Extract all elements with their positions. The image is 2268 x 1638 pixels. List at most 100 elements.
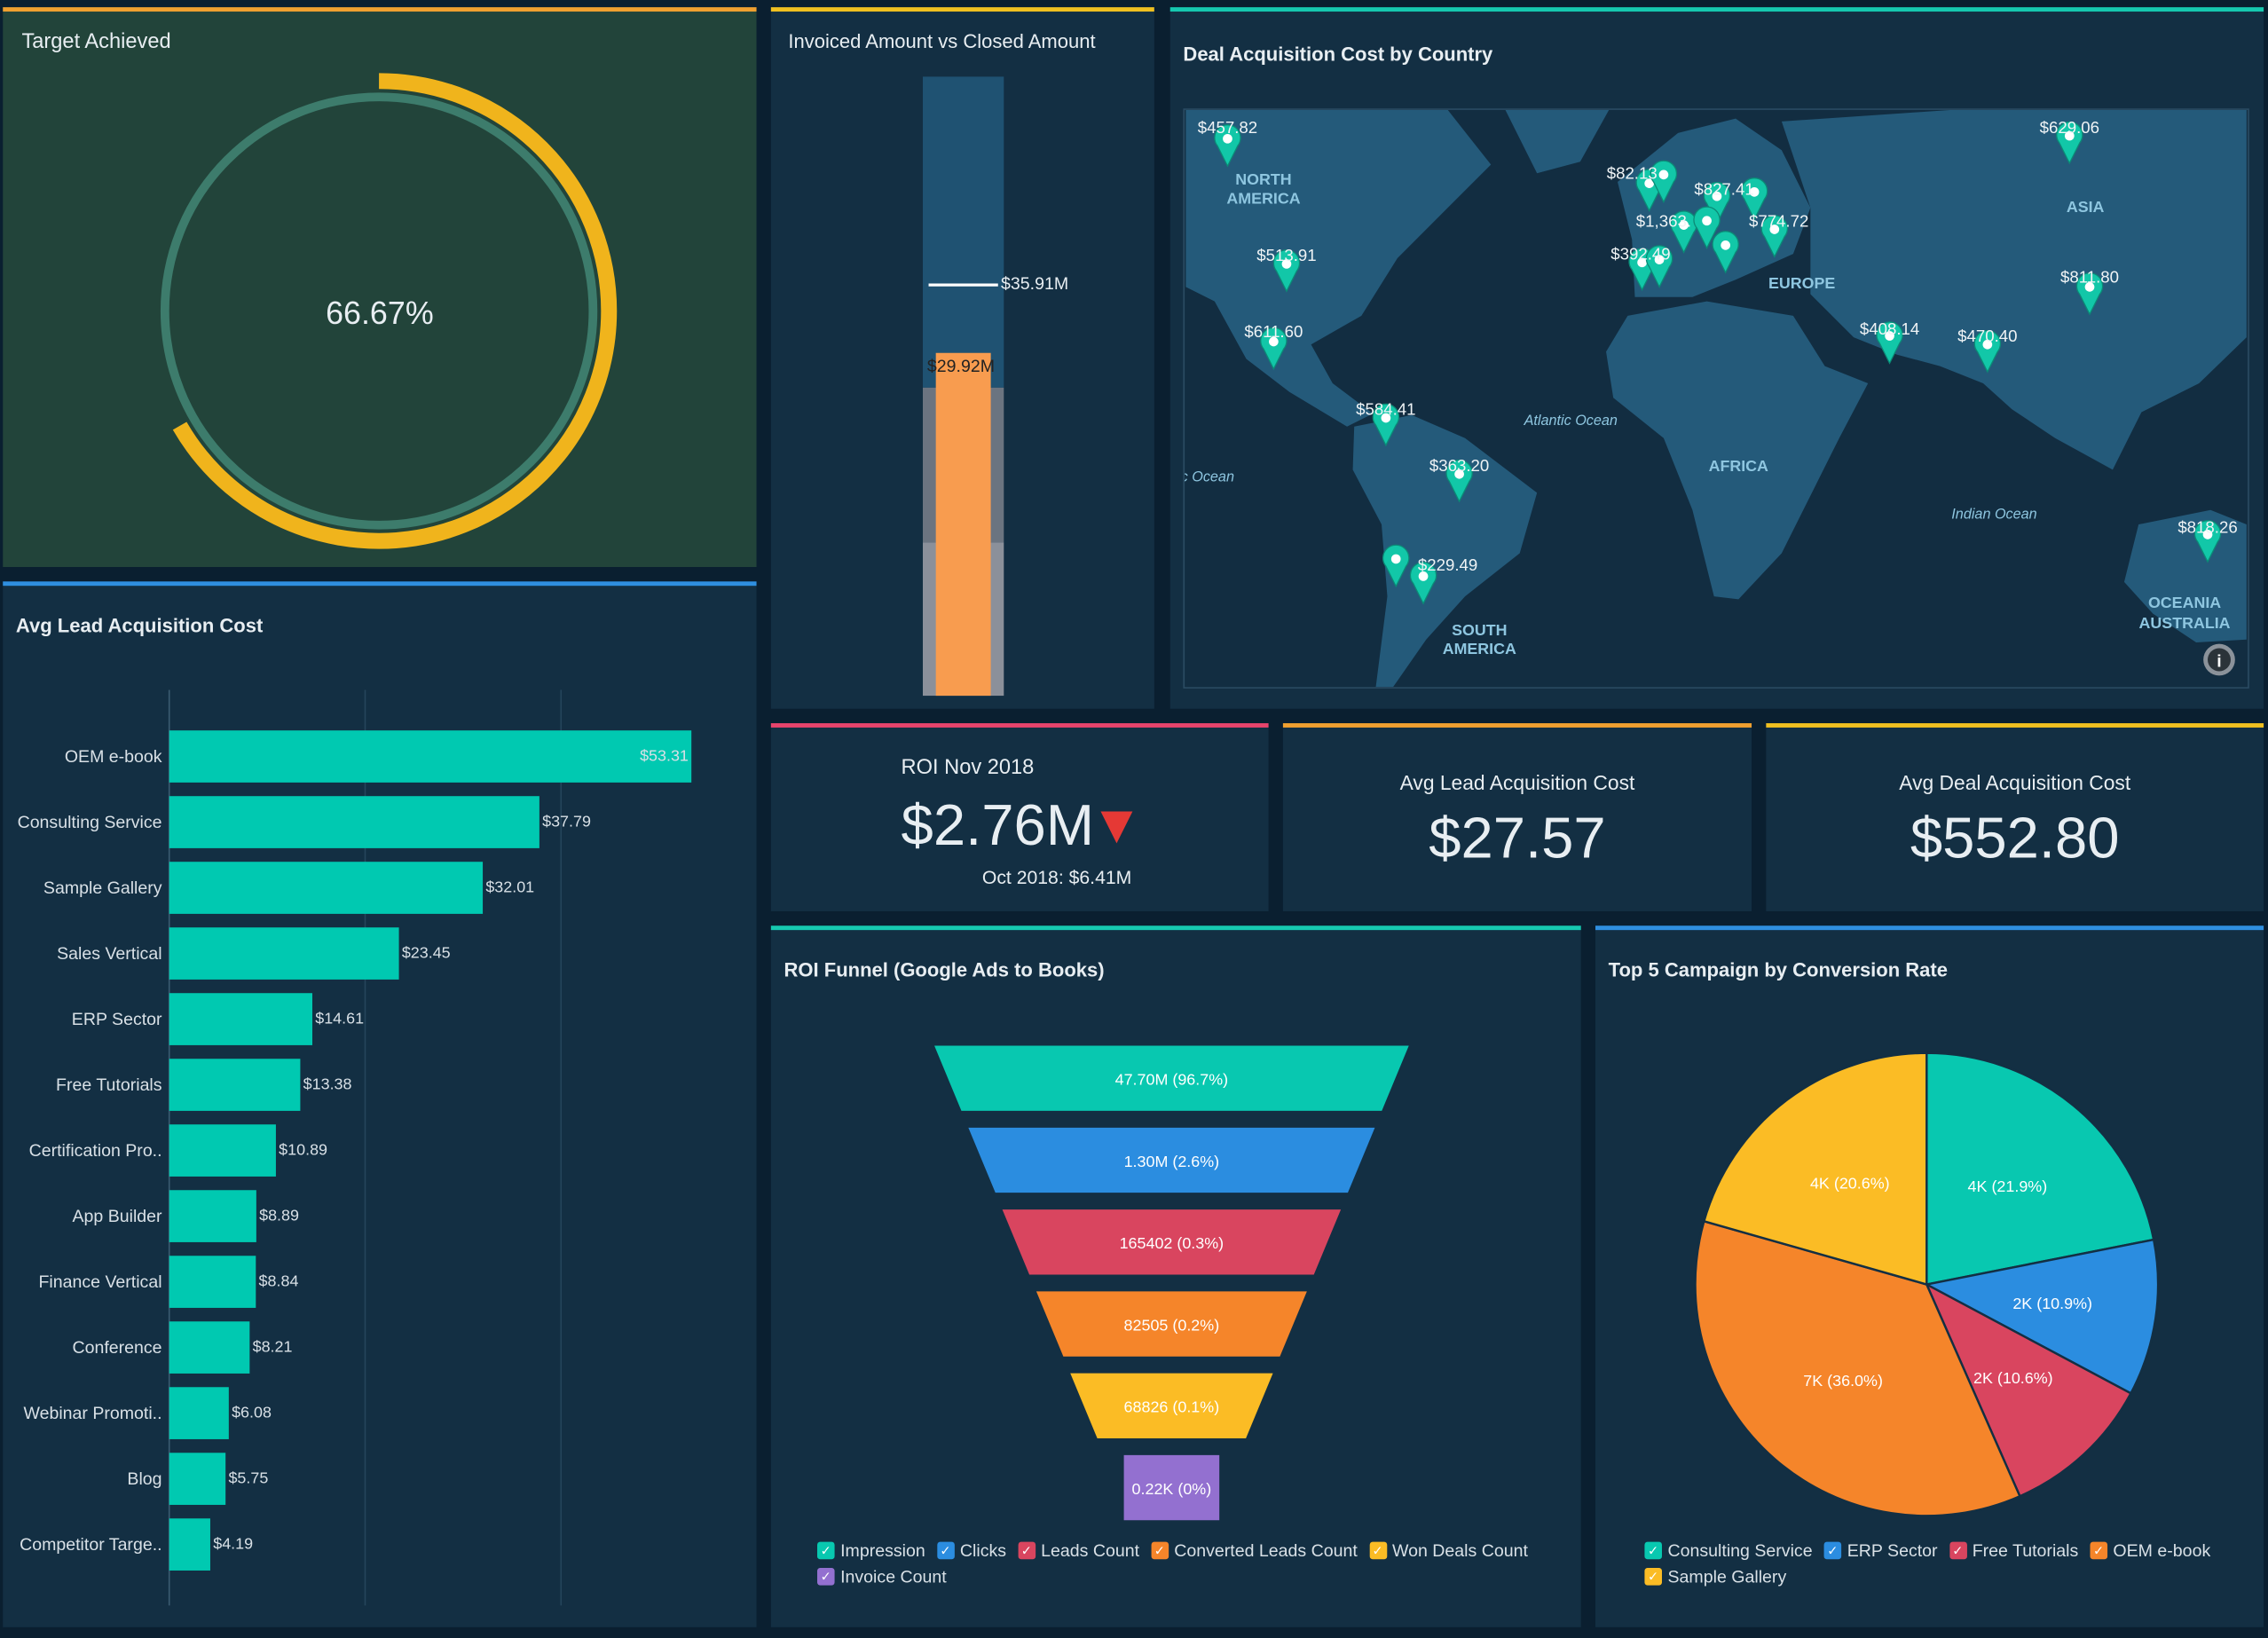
checkbox-icon[interactable]: ✓	[1018, 1541, 1036, 1560]
legend-item[interactable]: ✓ Converted Leads Count	[1151, 1540, 1358, 1561]
map-marker[interactable]	[2075, 272, 2104, 316]
map-marker[interactable]	[1260, 327, 1288, 371]
map-marker[interactable]	[1409, 562, 1437, 605]
pie-slice[interactable]	[1925, 1051, 2155, 1287]
kpi-title: Avg Lead Acquisition Cost	[1399, 770, 1635, 794]
bar	[169, 862, 484, 914]
marker-value-label: $82.13	[1607, 164, 1658, 183]
funnel-segment	[1036, 1291, 1307, 1357]
category-label: Finance Vertical	[38, 1272, 161, 1292]
invoiced-vs-closed-panel: Invoiced Amount vs Closed Amount $35.91M…	[770, 7, 1154, 709]
map-pin-dot	[1712, 191, 1722, 201]
region-label: EUROPE	[1768, 274, 1835, 292]
data-label: $6.08	[232, 1403, 272, 1421]
data-label: $10.89	[279, 1140, 327, 1158]
map-marker[interactable]	[2193, 520, 2222, 563]
bar	[169, 1059, 301, 1111]
bullet-band-high	[923, 76, 1004, 388]
checkbox-icon[interactable]: ✓	[1151, 1541, 1169, 1560]
map-pin-icon	[2075, 272, 2104, 316]
map-marker[interactable]	[1703, 181, 1731, 225]
africa-shape	[1606, 301, 1869, 600]
map-marker[interactable]	[1973, 330, 2002, 374]
legend-item[interactable]: ✓ OEM e-book	[2090, 1540, 2210, 1561]
legend-item[interactable]: ✓ Clicks	[936, 1540, 1007, 1561]
asia-shape	[1781, 109, 2247, 470]
map-pin-icon	[1703, 181, 1731, 225]
category-label: Blog	[127, 1469, 161, 1489]
map-pin-icon	[1260, 327, 1288, 371]
legend-item[interactable]: ✓ Sample Gallery	[1644, 1566, 1786, 1587]
pie-label: 2K (10.9%)	[2012, 1295, 2092, 1312]
map-marker[interactable]	[1445, 460, 1473, 503]
data-label: $13.38	[303, 1075, 352, 1092]
world-map[interactable]: NORTHAMERICASOUTHAMERICAEUROPEAFRICAASIA…	[1183, 108, 2249, 689]
checkbox-icon[interactable]: ✓	[1644, 1541, 1662, 1560]
legend-item[interactable]: ✓ ERP Sector	[1823, 1540, 1938, 1561]
panel-title: Invoiced Amount vs Closed Amount	[788, 30, 1096, 52]
marker-value-label: $611.60	[1244, 322, 1303, 341]
legend-item[interactable]: ✓ Free Tutorials	[1949, 1540, 2078, 1561]
map-pin-icon	[1876, 321, 1903, 365]
legend-item[interactable]: ✓ Leads Count	[1018, 1540, 1139, 1561]
map-marker[interactable]	[2056, 121, 2083, 165]
map-marker[interactable]	[1693, 206, 1721, 250]
bar	[169, 796, 539, 848]
map-marker[interactable]	[1670, 210, 1697, 254]
marker-value-label: $470.40	[1957, 327, 2017, 345]
bar	[169, 1256, 256, 1308]
marker-value-label: $818.26	[2177, 518, 2237, 537]
map-pin-dot	[2084, 282, 2095, 292]
data-label: $23.45	[402, 943, 451, 961]
checkbox-icon[interactable]: ✓	[817, 1568, 835, 1586]
map-marker[interactable]	[1645, 245, 1673, 288]
legend-item[interactable]: ✓ Invoice Count	[817, 1566, 947, 1587]
pie-slice[interactable]	[1702, 1051, 1928, 1287]
map-pin-icon	[1740, 177, 1768, 221]
map-pin-dot	[1769, 224, 1780, 234]
pie-slice[interactable]	[1924, 1281, 2133, 1498]
legend-label: Impression	[840, 1540, 925, 1561]
target-achieved-panel: Target Achieved 66.67%	[3, 7, 757, 567]
map-marker[interactable]	[1372, 403, 1400, 447]
legend-item[interactable]: ✓ Impression	[817, 1540, 925, 1561]
map-marker[interactable]	[1272, 249, 1301, 293]
checkbox-icon[interactable]: ✓	[1949, 1541, 1967, 1560]
bar	[169, 927, 399, 980]
map-marker[interactable]	[1214, 124, 1241, 168]
legend-item[interactable]: ✓ Consulting Service	[1644, 1540, 1813, 1561]
legend-item[interactable]: ✓ Won Deals Count	[1368, 1540, 1528, 1561]
map-marker[interactable]	[1760, 215, 1789, 258]
checkbox-icon[interactable]: ✓	[817, 1541, 835, 1560]
target-label: $35.91M	[1001, 273, 1069, 295]
map-marker[interactable]	[1876, 321, 1903, 365]
checkbox-icon[interactable]: ✓	[1368, 1541, 1387, 1560]
map-marker[interactable]	[1740, 177, 1768, 221]
info-icon: i	[2217, 652, 2221, 672]
bar	[169, 1190, 256, 1242]
map-marker[interactable]	[1382, 544, 1410, 588]
marker-value-label: $513.91	[1256, 246, 1316, 264]
ocean-label: Pacific Ocean	[1183, 469, 1234, 484]
panel-title: Top 5 Campaign by Conversion Rate	[1608, 958, 1949, 981]
data-label: $8.89	[259, 1206, 299, 1224]
legend-label: Clicks	[959, 1540, 1007, 1561]
checkbox-icon[interactable]: ✓	[1823, 1541, 1842, 1560]
pie-slice[interactable]	[1923, 1238, 2160, 1395]
checkbox-icon[interactable]: ✓	[1644, 1568, 1662, 1586]
panel-title: Deal Acquisition Cost by Country	[1183, 43, 1493, 66]
map-pin-icon	[1645, 245, 1673, 288]
gauge-arc	[140, 73, 618, 549]
checkbox-icon[interactable]: ✓	[936, 1541, 955, 1560]
pie-label: 7K (36.0%)	[1803, 1372, 1883, 1390]
info-button[interactable]: i	[2203, 643, 2235, 676]
checkbox-icon[interactable]: ✓	[2090, 1541, 2107, 1560]
kpi-previous: Oct 2018: $6.41M	[981, 866, 1132, 888]
map-marker[interactable]	[1650, 160, 1678, 204]
map-pin-dot	[1637, 257, 1647, 268]
pie-chart: 4K (21.9%) 2K (10.9%) 2K (10.6%) 7K (36.0%)…	[1694, 1051, 2160, 1517]
map-marker[interactable]	[1712, 231, 1739, 274]
pie-slice[interactable]	[1694, 1219, 2021, 1517]
ocean-label: Atlantic Ocean	[1524, 413, 1618, 429]
